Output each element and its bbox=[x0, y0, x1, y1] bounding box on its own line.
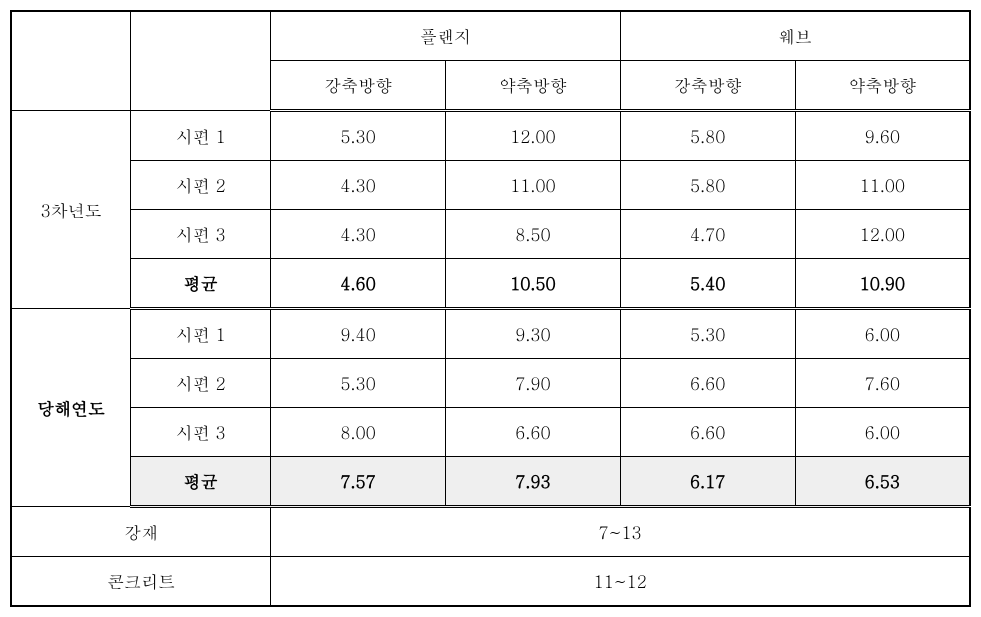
group-label: 3차년도 bbox=[11, 111, 131, 309]
row-label: 시편 2 bbox=[131, 359, 271, 408]
cell: 10.90 bbox=[795, 259, 970, 309]
cell: 7.60 bbox=[795, 359, 970, 408]
header-web-strong: 강축방향 bbox=[620, 61, 795, 111]
cell: 5.30 bbox=[620, 309, 795, 359]
row-label: 평균 bbox=[131, 259, 271, 309]
footer-value: 11~12 bbox=[271, 557, 970, 607]
cell: 9.60 bbox=[795, 111, 970, 161]
cell: 6.60 bbox=[620, 359, 795, 408]
group-label: 당해연도 bbox=[11, 309, 131, 507]
row-label: 평균 bbox=[131, 457, 271, 507]
cell: 5.40 bbox=[620, 259, 795, 309]
footer-label: 강재 bbox=[11, 507, 271, 557]
table-row-avg: 평균 4.60 10.50 5.40 10.90 bbox=[11, 259, 970, 309]
row-label: 시편 1 bbox=[131, 111, 271, 161]
header-blank-year bbox=[11, 11, 131, 111]
cell: 5.80 bbox=[620, 111, 795, 161]
cell: 7.57 bbox=[271, 457, 446, 507]
footer-value: 7~13 bbox=[271, 507, 970, 557]
table-row-avg: 평균 7.57 7.93 6.17 6.53 bbox=[11, 457, 970, 507]
table-row: 시편 2 4.30 11.00 5.80 11.00 bbox=[11, 161, 970, 210]
header-blank-spec bbox=[131, 11, 271, 111]
cell: 6.00 bbox=[795, 408, 970, 457]
header-flange: 플랜지 bbox=[271, 11, 621, 61]
footer-label: 콘크리트 bbox=[11, 557, 271, 607]
header-row-1: 플랜지 웨브 bbox=[11, 11, 970, 61]
header-web-weak: 약축방향 bbox=[795, 61, 970, 111]
cell: 9.40 bbox=[271, 309, 446, 359]
cell: 4.70 bbox=[620, 210, 795, 259]
data-table: 플랜지 웨브 강축방향 약축방향 강축방향 약축방향 3차년도 시편 1 5.3… bbox=[10, 10, 971, 607]
cell: 5.30 bbox=[271, 111, 446, 161]
cell: 6.00 bbox=[795, 309, 970, 359]
row-label: 시편 3 bbox=[131, 210, 271, 259]
table-row: 시편 3 8.00 6.60 6.60 6.00 bbox=[11, 408, 970, 457]
cell: 12.00 bbox=[795, 210, 970, 259]
table-row: 3차년도 시편 1 5.30 12.00 5.80 9.60 bbox=[11, 111, 970, 161]
table-row: 당해연도 시편 1 9.40 9.30 5.30 6.00 bbox=[11, 309, 970, 359]
cell: 5.80 bbox=[620, 161, 795, 210]
cell: 11.00 bbox=[446, 161, 621, 210]
footer-row-steel: 강재 7~13 bbox=[11, 507, 970, 557]
cell: 6.17 bbox=[620, 457, 795, 507]
table-row: 시편 3 4.30 8.50 4.70 12.00 bbox=[11, 210, 970, 259]
cell: 8.50 bbox=[446, 210, 621, 259]
cell: 5.30 bbox=[271, 359, 446, 408]
cell: 9.30 bbox=[446, 309, 621, 359]
row-label: 시편 2 bbox=[131, 161, 271, 210]
cell: 10.50 bbox=[446, 259, 621, 309]
footer-row-concrete: 콘크리트 11~12 bbox=[11, 557, 970, 607]
cell: 8.00 bbox=[271, 408, 446, 457]
cell: 12.00 bbox=[446, 111, 621, 161]
row-label: 시편 1 bbox=[131, 309, 271, 359]
cell: 7.90 bbox=[446, 359, 621, 408]
header-flange-weak: 약축방향 bbox=[446, 61, 621, 111]
cell: 6.53 bbox=[795, 457, 970, 507]
cell: 7.93 bbox=[446, 457, 621, 507]
cell: 4.30 bbox=[271, 161, 446, 210]
cell: 6.60 bbox=[446, 408, 621, 457]
header-flange-strong: 강축방향 bbox=[271, 61, 446, 111]
cell: 4.60 bbox=[271, 259, 446, 309]
table-row: 시편 2 5.30 7.90 6.60 7.60 bbox=[11, 359, 970, 408]
cell: 11.00 bbox=[795, 161, 970, 210]
cell: 6.60 bbox=[620, 408, 795, 457]
header-web: 웨브 bbox=[620, 11, 970, 61]
row-label: 시편 3 bbox=[131, 408, 271, 457]
cell: 4.30 bbox=[271, 210, 446, 259]
